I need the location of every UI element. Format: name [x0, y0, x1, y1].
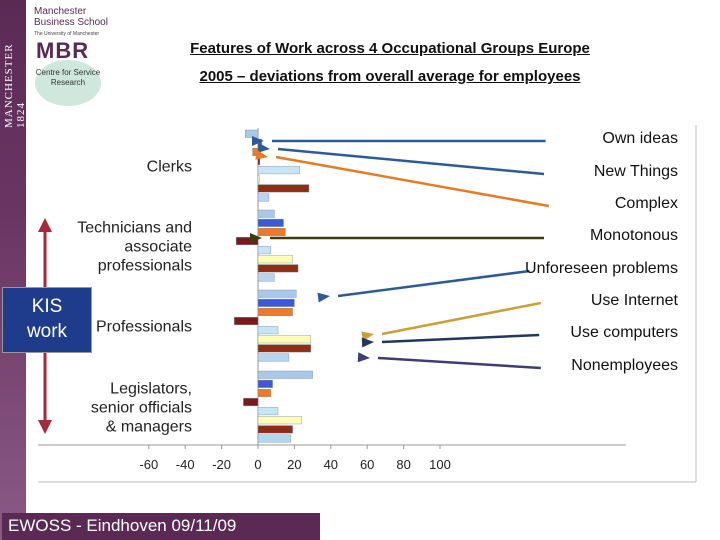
kis-arrow-head-up: [38, 218, 52, 232]
legend-arrow-2: [275, 155, 550, 208]
logo-mbr: MBR: [36, 38, 90, 63]
legend-arrowhead-7: [357, 352, 370, 363]
x-tick-label-7: 80: [396, 457, 410, 472]
x-tick-label-2: -20: [212, 457, 231, 472]
legend-arrowhead-0: [252, 136, 264, 146]
category-label-3-2: & managers: [106, 418, 192, 435]
legend-label-3: Monotonous: [589, 227, 678, 244]
category-label-2-0: Professionals: [96, 318, 192, 335]
bar-1-4: [257, 246, 271, 255]
legend-arrow-7: [377, 356, 541, 370]
kis-work-box: KIS work: [2, 287, 92, 353]
bar-0-4: [257, 166, 301, 175]
legend-arrow-5: [381, 301, 542, 336]
legend-label-2: Complex: [614, 195, 678, 212]
bar-2-6: [257, 344, 311, 353]
category-label-3-0: Legislators,: [110, 380, 192, 397]
logo-centre-circle: Centre for Service Research: [35, 60, 101, 106]
kis-work-label: KIS work: [3, 294, 91, 344]
bar-3-5: [257, 416, 302, 425]
bar-3-4: [257, 407, 279, 416]
bar-1-2: [257, 227, 286, 236]
footer-text: EWOSS - Eindhoven 09/11/09: [8, 516, 237, 535]
bar-2-1: [257, 298, 295, 307]
legend-label-7: Nonemployees: [571, 357, 678, 374]
logo-university: The University of Manchester: [34, 31, 100, 37]
bar-1-6: [257, 264, 299, 273]
bar-3-2: [257, 389, 271, 397]
legend-arrowhead-1: [257, 142, 270, 153]
chart-title-line1: Features of Work across 4 Occupational G…: [190, 40, 590, 57]
bar-1-0: [257, 209, 275, 218]
bar-3-1: [257, 379, 273, 388]
x-tick-label-0: -60: [139, 457, 158, 472]
category-label-0-0: Clerks: [147, 158, 192, 175]
bar-2-2: [257, 308, 293, 316]
bar-3-3: [243, 398, 259, 406]
legend-arrow-4: [337, 269, 530, 298]
x-tick-label-6: 60: [360, 457, 374, 472]
legend-arrowhead-2: [255, 149, 268, 160]
legend-arrowhead-3: [250, 233, 262, 243]
bar-1-7: [257, 273, 275, 282]
bar-1-1: [257, 218, 284, 227]
logo-centre-text: Centre for Service Research: [35, 68, 101, 87]
x-tick-label-4: 20: [287, 457, 301, 472]
logo-school-name: Manchester Business School: [34, 6, 108, 28]
legend-label-6: Use computers: [570, 324, 678, 341]
x-tick-label-3: 0: [254, 457, 261, 472]
x-tick-label-1: -40: [176, 457, 195, 472]
category-label-1-2: professionals: [98, 257, 192, 274]
legend-arrowhead-6: [361, 337, 374, 348]
side-strip: MANCHESTER 1824: [0, 0, 27, 540]
bar-2-3: [234, 317, 259, 325]
mbs-logo: Manchester Business School The Universit…: [28, 0, 112, 106]
bar-2-5: [257, 335, 311, 344]
bar-3-6: [257, 425, 293, 434]
bar-0-0: [245, 129, 259, 138]
bar-0-7: [257, 193, 270, 202]
chart-title-line2: 2005 – deviations from overall average f…: [199, 68, 581, 85]
bar-2-0: [257, 289, 297, 298]
kis-line2: work: [26, 321, 68, 342]
bar-2-7: [257, 353, 290, 362]
x-tick-label-8: 100: [429, 457, 451, 472]
x-tick-label-5: 40: [324, 457, 338, 472]
legend-arrow-6: [381, 333, 540, 344]
bar-1-5: [257, 255, 293, 264]
bar-0-6: [257, 184, 310, 193]
footer-bar: EWOSS - Eindhoven 09/11/09: [2, 513, 320, 540]
bar-0-5: [257, 175, 260, 184]
category-label-1-1: associate: [124, 238, 192, 255]
category-label-3-1: senior officials: [91, 399, 192, 416]
bar-3-7: [257, 434, 291, 443]
bar-1-3: [235, 237, 259, 246]
kis-arrow-head-down: [38, 420, 52, 434]
legend-label-1: New Things: [593, 163, 678, 180]
category-label-1-0: Technicians and: [77, 219, 192, 236]
legend-arrow-1: [277, 147, 545, 176]
kis-line1: KIS: [31, 296, 63, 317]
legend-arrowhead-4: [317, 292, 330, 303]
legend-label-5: Use Internet: [590, 292, 678, 309]
bar-2-4: [257, 326, 279, 335]
bar-3-0: [257, 370, 313, 379]
legend-label-4: Unforeseen problems: [525, 260, 678, 277]
legend-label-0: Own ideas: [602, 130, 678, 147]
